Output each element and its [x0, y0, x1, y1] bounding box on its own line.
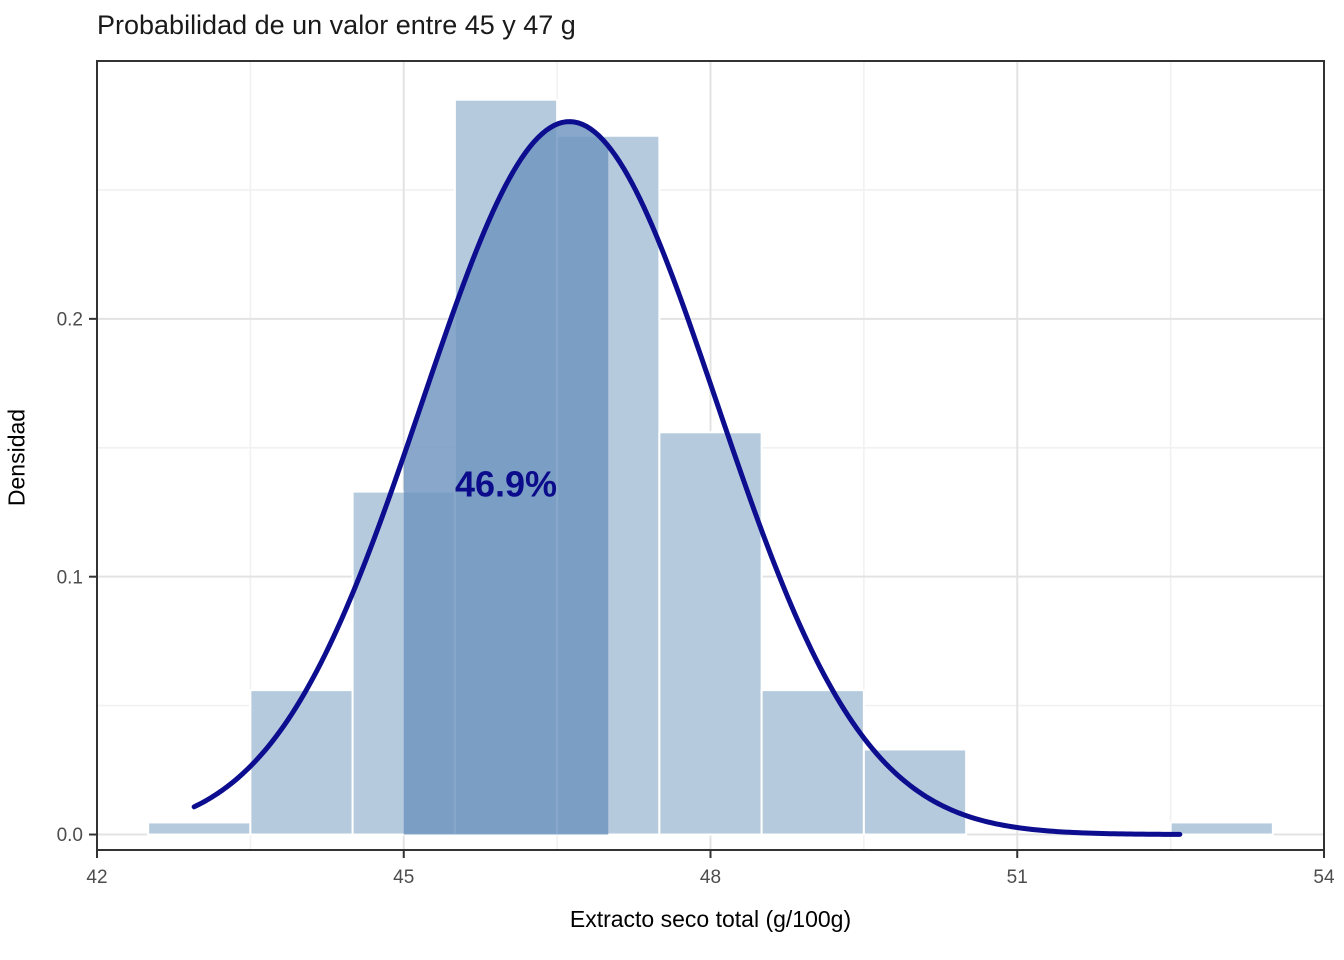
x-axis-title: Extracto seco total (g/100g) [569, 906, 852, 932]
histogram-bar [249, 689, 354, 836]
region-probability-label: 46.9% [455, 463, 557, 504]
x-tick-label: 42 [86, 867, 107, 888]
shaded-probability-region [403, 121, 609, 835]
y-tick-label: 0.2 [57, 309, 83, 330]
plot-title: Probabilidad de un valor entre 45 y 47 g [97, 10, 576, 40]
y-tick-label: 0.0 [57, 825, 83, 846]
x-tick-label: 45 [393, 867, 414, 888]
histogram-bar [658, 431, 763, 836]
histogram-bar [147, 821, 252, 836]
x-tick-label: 54 [1313, 867, 1335, 888]
x-tick-label: 51 [1007, 867, 1028, 888]
y-axis-title: Densidad [3, 408, 30, 507]
histogram-bar [1169, 821, 1274, 836]
x-tick-label: 48 [700, 867, 721, 888]
density-curve [191, 119, 1183, 837]
y-tick-label: 0.1 [57, 567, 83, 588]
